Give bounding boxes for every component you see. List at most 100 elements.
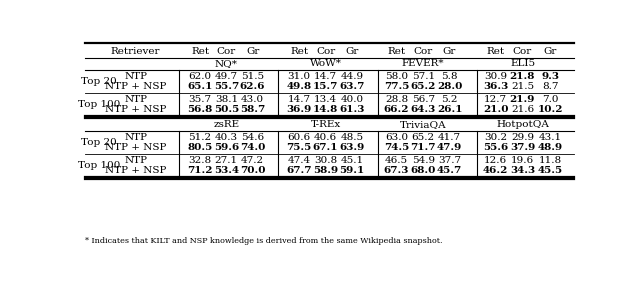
Text: 36.9: 36.9	[287, 105, 312, 114]
Text: 47.9: 47.9	[437, 143, 462, 152]
Text: 54.6: 54.6	[241, 133, 264, 142]
Text: Cor: Cor	[513, 47, 532, 56]
Text: 35.7: 35.7	[188, 95, 212, 104]
Text: NQ*: NQ*	[215, 59, 237, 68]
Text: 15.7: 15.7	[313, 82, 338, 91]
Text: 37.7: 37.7	[438, 156, 461, 165]
Text: 63.9: 63.9	[339, 143, 364, 152]
Text: Top 20: Top 20	[81, 138, 116, 147]
Text: 5.2: 5.2	[441, 95, 458, 104]
Text: Top 100: Top 100	[77, 161, 120, 170]
Text: Gr: Gr	[345, 47, 358, 56]
Text: 45.5: 45.5	[538, 166, 563, 175]
Text: 30.8: 30.8	[314, 156, 337, 165]
Text: 74.5: 74.5	[384, 143, 409, 152]
Text: 49.8: 49.8	[287, 82, 312, 91]
Text: 68.0: 68.0	[410, 166, 436, 175]
Text: 34.3: 34.3	[510, 166, 535, 175]
Text: 60.6: 60.6	[287, 133, 311, 142]
Text: Ret: Ret	[290, 47, 308, 56]
Text: Ret: Ret	[486, 47, 505, 56]
Text: 26.1: 26.1	[436, 105, 462, 114]
Text: 11.8: 11.8	[539, 156, 562, 165]
Text: NTP: NTP	[124, 72, 147, 81]
Text: 80.5: 80.5	[188, 143, 212, 152]
Text: 64.3: 64.3	[411, 105, 436, 114]
Text: Gr: Gr	[543, 47, 557, 56]
Text: 43.1: 43.1	[539, 133, 562, 142]
Text: 28.0: 28.0	[437, 82, 462, 91]
Text: 74.0: 74.0	[240, 143, 266, 152]
Text: 49.7: 49.7	[215, 72, 238, 81]
Text: HotpotQA: HotpotQA	[497, 120, 549, 129]
Text: 7.0: 7.0	[542, 95, 559, 104]
Text: 9.3: 9.3	[541, 72, 559, 81]
Text: 41.7: 41.7	[438, 133, 461, 142]
Text: 50.5: 50.5	[214, 105, 239, 114]
Text: 40.0: 40.0	[340, 95, 364, 104]
Text: 21.8: 21.8	[509, 72, 535, 81]
Text: 46.2: 46.2	[483, 166, 508, 175]
Text: 63.0: 63.0	[385, 133, 408, 142]
Text: 67.7: 67.7	[287, 166, 312, 175]
Text: 58.0: 58.0	[385, 72, 408, 81]
Text: 5.8: 5.8	[441, 72, 458, 81]
Text: 43.0: 43.0	[241, 95, 264, 104]
Text: 14.7: 14.7	[287, 95, 311, 104]
Text: 21.9: 21.9	[509, 95, 535, 104]
Text: 45.1: 45.1	[340, 156, 364, 165]
Text: 67.3: 67.3	[384, 166, 409, 175]
Text: 55.6: 55.6	[483, 143, 508, 152]
Text: 30.9: 30.9	[484, 72, 508, 81]
Text: 70.0: 70.0	[240, 166, 266, 175]
Text: 48.9: 48.9	[538, 143, 563, 152]
Text: Gr: Gr	[443, 47, 456, 56]
Text: 21.0: 21.0	[483, 105, 508, 114]
Text: NTP + NSP: NTP + NSP	[105, 105, 166, 114]
Text: 65.2: 65.2	[410, 82, 436, 91]
Text: 10.2: 10.2	[538, 105, 563, 114]
Text: * Indicates that KILT and NSP knowledge is derived from the same Wikipedia snaps: * Indicates that KILT and NSP knowledge …	[85, 237, 442, 245]
Text: Ret: Ret	[387, 47, 406, 56]
Text: 14.7: 14.7	[314, 72, 337, 81]
Text: 40.6: 40.6	[314, 133, 337, 142]
Text: 31.0: 31.0	[287, 72, 311, 81]
Text: 51.5: 51.5	[241, 72, 264, 81]
Text: T-REx: T-REx	[310, 120, 340, 129]
Text: Gr: Gr	[246, 47, 259, 56]
Text: 75.5: 75.5	[287, 143, 312, 152]
Text: NTP + NSP: NTP + NSP	[105, 82, 166, 91]
Text: 77.5: 77.5	[384, 82, 409, 91]
Text: 21.6: 21.6	[511, 105, 534, 114]
Text: 38.1: 38.1	[215, 95, 238, 104]
Text: 65.1: 65.1	[188, 82, 212, 91]
Text: NTP + NSP: NTP + NSP	[105, 143, 166, 152]
Text: 44.9: 44.9	[340, 72, 364, 81]
Text: 47.2: 47.2	[241, 156, 264, 165]
Text: 66.2: 66.2	[384, 105, 409, 114]
Text: 55.7: 55.7	[214, 82, 239, 91]
Text: TriviaQA: TriviaQA	[399, 120, 446, 129]
Text: 53.4: 53.4	[214, 166, 239, 175]
Text: 63.7: 63.7	[339, 82, 365, 91]
Text: 58.7: 58.7	[240, 105, 265, 114]
Text: Cor: Cor	[316, 47, 335, 56]
Text: 56.7: 56.7	[412, 95, 435, 104]
Text: Cor: Cor	[413, 47, 433, 56]
Text: 8.7: 8.7	[542, 82, 559, 91]
Text: 54.9: 54.9	[412, 156, 435, 165]
Text: 71.7: 71.7	[410, 143, 436, 152]
Text: 59.1: 59.1	[339, 166, 364, 175]
Text: 62.0: 62.0	[188, 72, 212, 81]
Text: 28.8: 28.8	[385, 95, 408, 104]
Text: 48.5: 48.5	[340, 133, 364, 142]
Text: 59.6: 59.6	[214, 143, 239, 152]
Text: 65.2: 65.2	[412, 133, 435, 142]
Text: 58.9: 58.9	[313, 166, 338, 175]
Text: 36.3: 36.3	[483, 82, 508, 91]
Text: Retriever: Retriever	[111, 47, 160, 56]
Text: 67.1: 67.1	[313, 143, 339, 152]
Text: Cor: Cor	[217, 47, 236, 56]
Text: FEVER*: FEVER*	[402, 59, 444, 68]
Text: 29.9: 29.9	[511, 133, 534, 142]
